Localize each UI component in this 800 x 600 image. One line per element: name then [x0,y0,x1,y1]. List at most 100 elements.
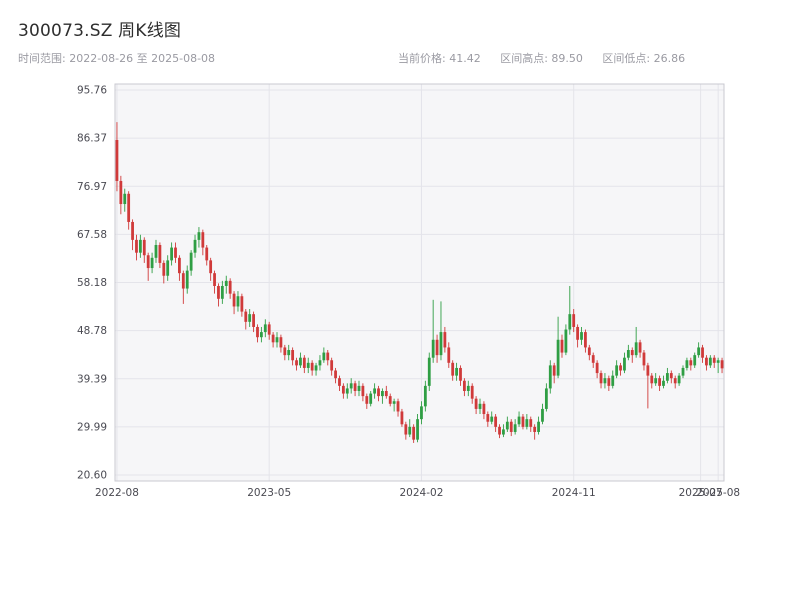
candle-body [591,355,595,363]
candle-body [654,378,658,384]
current-price-label: 当前价格: 41.42 [398,52,481,65]
candle-body [611,375,615,386]
candle-body [521,416,525,427]
candle-body [474,398,478,409]
candle-body [638,342,642,353]
candle-body [279,337,283,348]
candle-body [490,416,494,422]
candle-body [634,342,638,356]
candle-body [205,247,209,261]
candle-body [498,426,501,435]
candle-body [244,311,248,322]
candle-body [299,357,302,366]
subheader: 时间范围: 2022-08-26 至 2025-08-08 当前价格: 41.4… [18,50,782,66]
candle-body [615,365,619,376]
candle-body [720,360,724,369]
candle-body [482,403,486,415]
candle-body [701,347,704,358]
candle-body [217,285,220,299]
candle-body [416,419,419,440]
candle-body [349,383,353,389]
candle-body [560,339,564,353]
candle-body [412,426,416,440]
candle-body [271,334,275,343]
candle-body [548,365,552,389]
candle-body [544,388,548,409]
candle-body [135,239,138,253]
y-tick-label: 67.58 [77,229,107,241]
candle-body [345,388,349,394]
candle-body [318,360,322,366]
candle-body [174,247,177,258]
range-low-label: 区间低点: 26.86 [602,52,686,65]
candle-body [556,339,560,376]
candle-body [158,245,162,263]
candle-body [642,352,646,366]
candle-body [630,350,634,356]
candle-body [584,332,587,348]
candle-body [127,193,131,222]
candle-body [459,367,462,381]
candle-body [252,314,255,327]
candle-body [236,296,240,307]
candle-body [533,426,537,432]
candle-body [185,270,189,289]
x-tick-label: 2022-08 [95,487,139,499]
candle-body [232,293,236,307]
candle-body [623,357,626,371]
candle-body [365,396,369,404]
candle-body [431,339,435,358]
candle-body [537,421,540,432]
candle-body [447,347,451,363]
candle-body [595,362,599,374]
candle-body [486,414,490,422]
candle-body [275,337,279,343]
stats-group: 当前价格: 41.42 区间高点: 89.50 区间低点: 26.86 [398,50,701,66]
candle-body [677,375,681,384]
candle-body [150,257,154,269]
candle-body [665,373,669,381]
candle-body [689,360,693,366]
candle-body [404,424,408,435]
candle-body [166,260,170,276]
candle-body [396,401,400,412]
candle-body [209,260,213,274]
candle-body [494,416,498,427]
candle-body [388,396,392,404]
candle-body [263,324,267,333]
candle-body [306,362,310,368]
candle-body [353,383,357,391]
candle-body [310,362,314,371]
x-tick-label: 2025-07 [679,487,723,499]
candle-body [131,221,134,240]
candle-body [283,347,287,356]
y-tick-label: 48.78 [77,325,107,337]
x-tick-label: 2024-11 [552,487,596,499]
x-tick-label: 2025-08 [696,487,740,499]
candle-body [619,365,622,371]
candle-body [451,362,455,376]
candle-body [220,285,224,299]
y-tick-label: 29.99 [77,421,107,433]
candle-body [712,357,716,363]
date-range-label: 时间范围: 2022-08-26 至 2025-08-08 [18,52,216,65]
candle-body [267,324,271,335]
candle-body [392,401,396,404]
candle-body [646,365,650,376]
candle-body [603,378,607,384]
candle-body [224,280,228,286]
candle-body [197,232,201,240]
candle-body [509,421,513,432]
candle-body [408,426,412,435]
candle-body [681,367,685,376]
page-title: 300073.SZ 周K线图 [18,21,182,41]
candle-body [669,373,673,379]
candle-body [423,385,427,407]
candle-body [334,370,337,379]
candle-body [341,385,345,394]
candle-body [650,375,654,384]
candle-body [213,273,216,286]
candle-body [259,332,263,338]
candle-body [338,378,341,386]
